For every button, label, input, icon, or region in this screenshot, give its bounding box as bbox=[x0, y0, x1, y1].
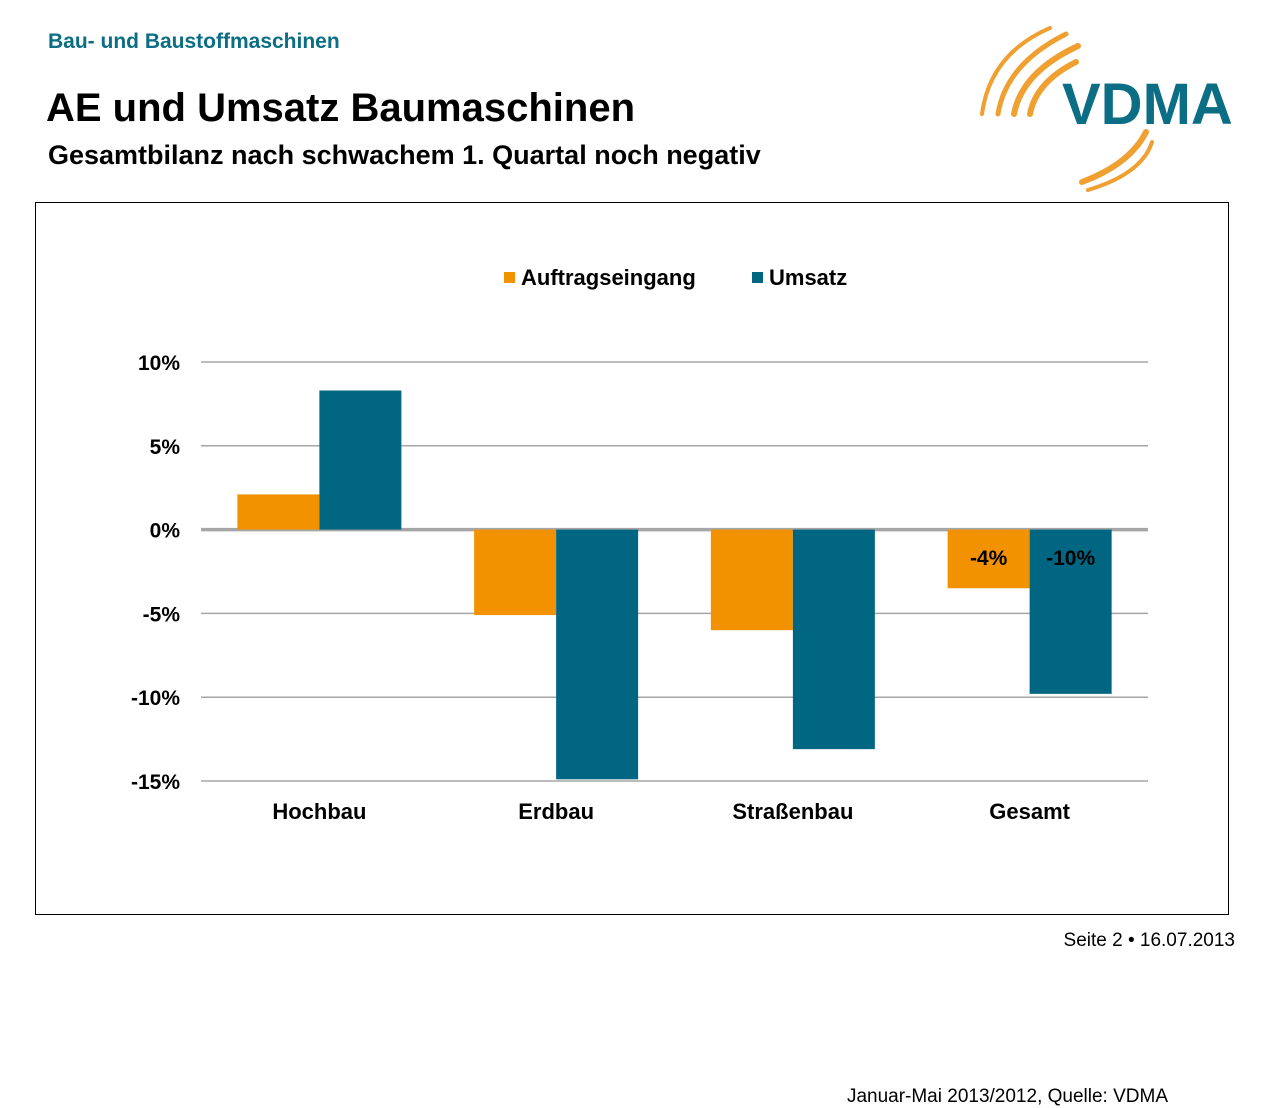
vdma-logo-text: VDMA bbox=[1062, 72, 1233, 137]
y-tick-label: 0% bbox=[150, 520, 181, 543]
chart-frame: 10% 5% 0% -5% -10% -15% Hochbau Erdbau Straßenba… bbox=[35, 202, 1229, 1107]
page-footer: Seite 2 • 16.07.2013 bbox=[1063, 930, 1235, 951]
data-label: -4% bbox=[970, 547, 1008, 570]
data-label: -10% bbox=[1046, 547, 1095, 570]
bar-auftragseingang bbox=[947, 529, 1030, 589]
bar-umsatz bbox=[1029, 529, 1112, 694]
vdma-logo: VDMA bbox=[970, 14, 1250, 194]
x-category-label: Straßenbau bbox=[732, 799, 853, 824]
source-note: Januar-Mai 2013/2012, Quelle: VDMA bbox=[846, 1086, 1168, 1107]
page-subtitle: Gesamtbilanz nach schwachem 1. Quartal n… bbox=[48, 140, 761, 170]
x-category-label: Erdbau bbox=[518, 799, 594, 824]
bar-umsatz bbox=[319, 390, 402, 530]
section-label: Bau- und Baustoffmaschinen bbox=[48, 30, 340, 53]
bar-umsatz bbox=[792, 529, 875, 750]
y-tick-label: 5% bbox=[150, 436, 181, 459]
page-title: AE und Umsatz Baumaschinen bbox=[46, 86, 636, 130]
bar-auftragseingang bbox=[710, 529, 793, 631]
bar-chart: 10% 5% 0% -5% -10% -15% Hochbau Erdbau Straßenba… bbox=[131, 265, 1148, 824]
legend-label: Auftragseingang bbox=[521, 265, 696, 290]
legend-swatch-auftragseingang bbox=[504, 272, 515, 283]
legend-label: Umsatz bbox=[769, 265, 847, 290]
bar-auftragseingang bbox=[237, 494, 320, 530]
x-category-label: Hochbau bbox=[272, 799, 366, 824]
bar-umsatz bbox=[556, 529, 639, 780]
y-tick-label: -15% bbox=[131, 771, 180, 794]
y-tick-label: 10% bbox=[138, 352, 180, 375]
y-tick-label: -5% bbox=[143, 603, 181, 626]
x-category-label: Gesamt bbox=[989, 799, 1070, 824]
y-tick-label: -10% bbox=[131, 687, 180, 710]
vdma-logo-graphic: VDMA bbox=[980, 26, 1233, 192]
bar-auftragseingang bbox=[474, 529, 557, 616]
legend-swatch-umsatz bbox=[752, 272, 763, 283]
